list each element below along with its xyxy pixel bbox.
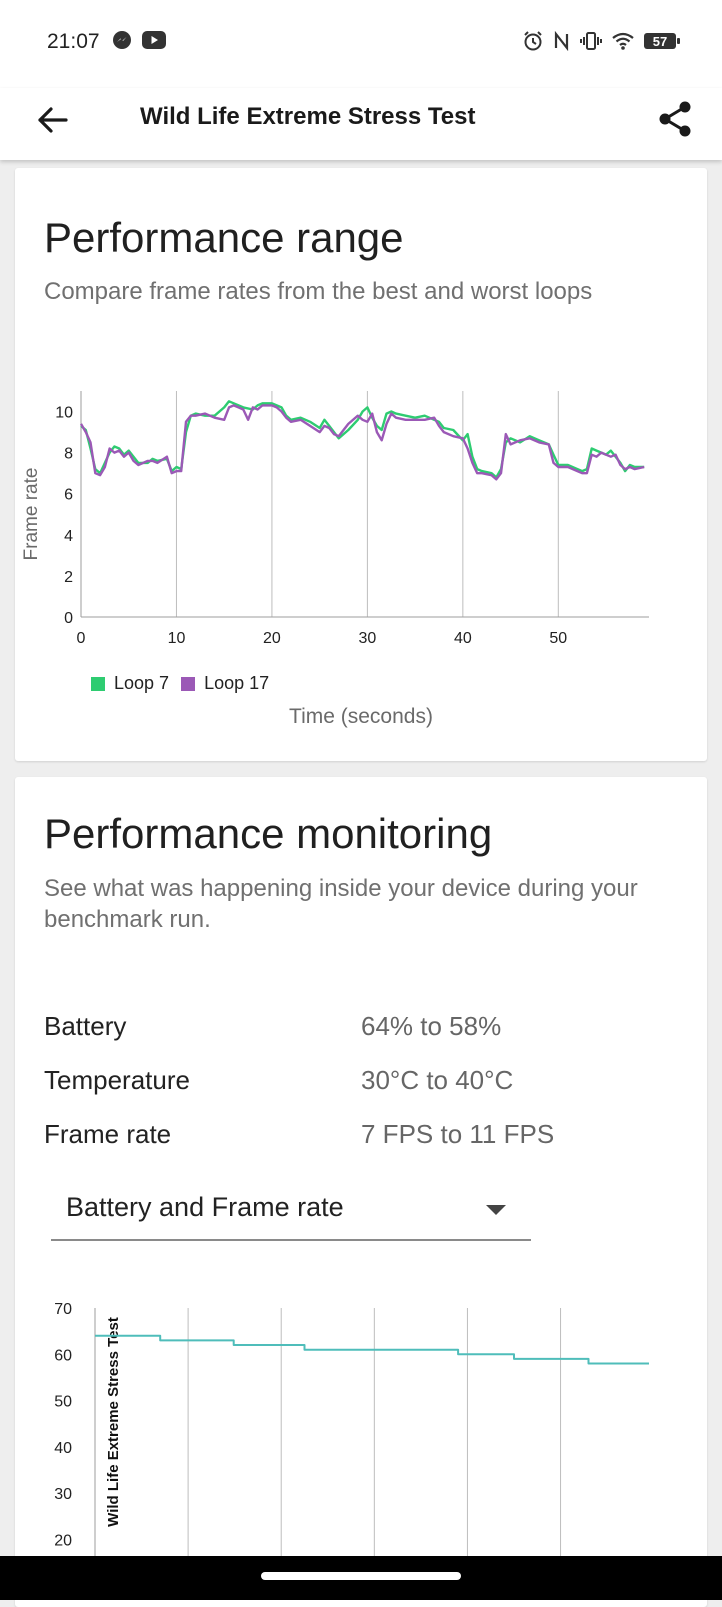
stat-row-battery: Battery 64% to 58% [44, 999, 684, 1053]
battery-icon: 57 [644, 33, 680, 49]
wifi-icon [611, 31, 635, 51]
legend-label-loop7: Loop 7 [114, 673, 170, 693]
app-bar: Wild Life Extreme Stress Test [0, 88, 722, 160]
performance-monitoring-card: Performance monitoring See what was happ… [15, 777, 707, 1607]
stat-value: 64% to 58% [361, 1010, 502, 1041]
alarm-icon [522, 30, 544, 52]
y-axis-title: Frame rate [21, 468, 42, 561]
status-bar: 21:07 57 [0, 0, 722, 88]
legend-item-loop17[interactable]: Loop 17 [181, 673, 269, 694]
nav-bar [0, 1556, 722, 1600]
youtube-icon [142, 31, 166, 49]
x-tick-label: 30 [358, 630, 376, 647]
y-tick-label: 2 [64, 569, 73, 586]
y-tick-label: 50 [54, 1394, 72, 1411]
x-axis-title: Time (seconds) [289, 705, 433, 728]
y-tick-label: 40 [54, 1440, 72, 1457]
battery-level: 57 [644, 33, 680, 49]
y-tick-label: 10 [55, 405, 73, 422]
x-tick-label: 20 [263, 630, 281, 647]
y-tick-label: 70 [54, 1301, 72, 1318]
legend-swatch-loop7 [91, 676, 105, 691]
home-indicator[interactable] [261, 1572, 461, 1580]
x-tick-label: 0 [77, 630, 86, 647]
performance-monitoring-subtitle: See what was happening inside your devic… [44, 875, 638, 933]
stats-list: Battery 64% to 58% Temperature 30°C to 4… [44, 999, 684, 1161]
y-axis-title: Wild Life Extreme Stress Test [105, 1317, 122, 1527]
stat-value: 7 FPS to 11 FPS [361, 1118, 555, 1149]
stat-label: Battery [44, 1010, 127, 1041]
performance-range-card: Performance range Compare frame rates fr… [15, 168, 707, 761]
status-right-icons: 57 [522, 30, 680, 52]
monitoring-chart: 10203040506070Wild Life Extreme Stress T… [54, 1301, 649, 1572]
series-line-battery [95, 1334, 649, 1365]
stat-value: 30°C to 40°C [361, 1064, 514, 1095]
stat-row-frame-rate: Frame rate 7 FPS to 11 FPS [44, 1107, 684, 1161]
y-tick-label: 60 [54, 1347, 72, 1364]
y-tick-label: 4 [64, 528, 73, 545]
dropdown-arrow-icon [486, 1205, 506, 1215]
status-time: 21:07 [47, 30, 100, 53]
y-tick-label: 20 [54, 1532, 72, 1549]
stat-label: Frame rate [44, 1118, 172, 1149]
x-tick-label: 40 [454, 630, 472, 647]
arrow-left-icon [36, 106, 68, 139]
status-left-icons [112, 30, 166, 50]
stat-row-temperature: Temperature 30°C to 40°C [44, 1053, 684, 1107]
y-tick-label: 6 [64, 487, 73, 504]
metric-dropdown[interactable]: Battery and Frame rate [51, 1181, 531, 1241]
performance-monitoring-title: Performance monitoring [44, 810, 493, 857]
chart-legend: Loop 7 Loop 17 [91, 673, 281, 694]
legend-swatch-loop17 [181, 676, 196, 691]
performance-range-subtitle: Compare frame rates from the best and wo… [44, 278, 593, 305]
share-button[interactable] [652, 98, 698, 144]
stat-label: Temperature [44, 1064, 190, 1095]
x-tick-label: 10 [168, 630, 186, 647]
back-button[interactable] [30, 100, 74, 144]
y-tick-label: 30 [54, 1486, 72, 1503]
y-tick-label: 0 [64, 610, 73, 627]
series-line-loop17 [79, 404, 645, 481]
performance-range-title: Performance range [44, 214, 404, 261]
vibrate-icon [580, 31, 602, 51]
nfc-icon [553, 31, 571, 51]
y-tick-label: 8 [64, 446, 73, 463]
x-tick-label: 50 [549, 630, 567, 647]
dropdown-value: Battery and Frame rate [66, 1192, 344, 1222]
legend-label-loop17: Loop 17 [204, 673, 270, 693]
messenger-icon [112, 30, 132, 50]
share-icon [657, 100, 693, 143]
legend-item-loop7[interactable]: Loop 7 [91, 673, 169, 694]
app-title: Wild Life Extreme Stress Test [140, 103, 476, 130]
frame-rate-chart: 0 2 4 6 8 10 0 10 20 30 40 50 Frame rate [21, 391, 649, 647]
